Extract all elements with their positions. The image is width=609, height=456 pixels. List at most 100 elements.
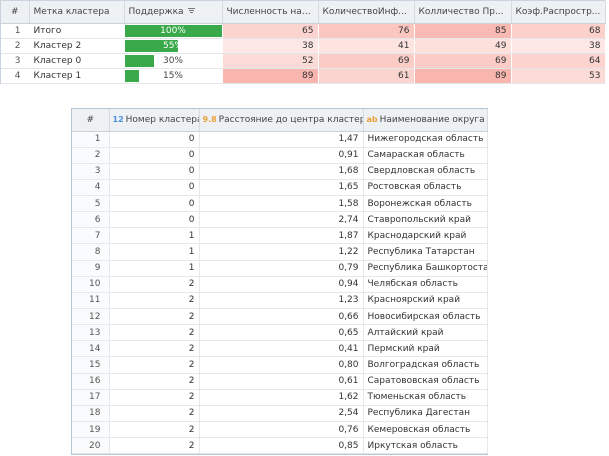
inf-count-cell[interactable]: 69 — [318, 53, 415, 69]
region-name-cell[interactable]: Иркутская область — [363, 437, 488, 455]
column-header-spread-coefficient[interactable]: Коэф.Распростр... — [511, 1, 606, 24]
cluster-number-cell[interactable]: 0 — [109, 147, 200, 164]
column-header-region[interactable]: ab Наименование округа — [363, 109, 488, 132]
cluster-number-cell[interactable]: 1 — [109, 260, 200, 277]
distance-table-row[interactable]: 9 1 0,79 Республика Башкортостан — [72, 260, 488, 277]
distance-cell[interactable]: 1,62 — [199, 389, 364, 406]
distance-table-row[interactable]: 20 2 0,85 Иркутская область — [72, 437, 488, 455]
population-cell[interactable]: 65 — [222, 23, 319, 39]
distance-table-row[interactable]: 16 2 0,61 Саратововская область — [72, 373, 488, 390]
pr-count-cell[interactable]: 49 — [414, 38, 512, 54]
region-name-cell[interactable]: Волгоградская область — [363, 356, 488, 374]
column-header-index[interactable]: # — [72, 109, 110, 132]
cluster-table-row[interactable]: 3 Кластер 0 30% 52 69 69 64 — [1, 53, 606, 69]
population-cell[interactable]: 89 — [222, 68, 319, 84]
distance-table-row[interactable]: 14 2 0,41 Пермский край — [72, 340, 488, 358]
distance-cell[interactable]: 0,65 — [199, 324, 364, 342]
region-name-cell[interactable]: Свердловская область — [363, 163, 488, 180]
cluster-label-cell[interactable]: Итого — [29, 23, 125, 39]
region-name-cell[interactable]: Челябская область — [363, 276, 488, 293]
cluster-table-row[interactable]: 1 Итого 100% 65 76 85 68 — [1, 23, 606, 39]
region-name-cell[interactable]: Республика Дагестан — [363, 405, 488, 423]
support-bar-cell[interactable]: 30% — [124, 53, 223, 69]
support-bar-cell[interactable]: 15% — [124, 68, 223, 84]
distance-cell[interactable]: 0,91 — [199, 147, 364, 164]
distance-cell[interactable]: 0,94 — [199, 276, 364, 293]
region-name-cell[interactable]: Нижегородская область — [363, 131, 488, 148]
cluster-table-row[interactable]: 4 Кластер 1 15% 89 61 89 53 — [1, 68, 606, 84]
region-name-cell[interactable]: Воронежская область — [363, 195, 488, 213]
distance-cell[interactable]: 0,61 — [199, 373, 364, 390]
distance-cell[interactable]: 2,74 — [199, 211, 364, 229]
cluster-number-cell[interactable]: 1 — [109, 227, 200, 245]
cluster-number-cell[interactable]: 0 — [109, 131, 200, 148]
support-bar-cell[interactable]: 55% — [124, 38, 223, 54]
cluster-number-cell[interactable]: 2 — [109, 276, 200, 293]
distance-table-row[interactable]: 18 2 2,54 Республика Дагестан — [72, 405, 488, 423]
sort-descending-icon[interactable] — [188, 8, 196, 14]
column-header-infection-count[interactable]: КоличествоИнф... — [318, 1, 415, 24]
cluster-label-cell[interactable]: Кластер 2 — [29, 38, 125, 54]
distance-table-row[interactable]: 6 0 2,74 Ставропольский край — [72, 211, 488, 229]
cluster-number-cell[interactable]: 1 — [109, 243, 200, 261]
distance-table-row[interactable]: 17 2 1,62 Тюменьская область — [72, 389, 488, 406]
region-name-cell[interactable]: Республика Башкортостан — [363, 260, 488, 277]
inf-count-cell[interactable]: 41 — [318, 38, 415, 54]
distance-cell[interactable]: 0,66 — [199, 308, 364, 326]
pr-count-cell[interactable]: 85 — [414, 23, 512, 39]
cluster-label-cell[interactable]: Кластер 0 — [29, 53, 125, 69]
cluster-number-cell[interactable]: 2 — [109, 373, 200, 390]
distance-table-row[interactable]: 13 2 0,65 Алтайский край — [72, 324, 488, 342]
column-header-distance[interactable]: 9.8 Расстояние до центра кластера — [199, 109, 364, 132]
region-name-cell[interactable]: Самараская область — [363, 147, 488, 164]
cluster-number-cell[interactable]: 0 — [109, 163, 200, 180]
cluster-label-cell[interactable]: Кластер 1 — [29, 68, 125, 84]
cluster-number-cell[interactable]: 0 — [109, 211, 200, 229]
spread-coef-cell[interactable]: 38 — [511, 38, 606, 54]
distance-cell[interactable]: 2,54 — [199, 405, 364, 423]
cluster-number-cell[interactable]: 0 — [109, 179, 200, 197]
support-bar-cell[interactable]: 100% — [124, 23, 223, 39]
cluster-number-cell[interactable]: 2 — [109, 421, 200, 439]
region-name-cell[interactable]: Красноярский край — [363, 292, 488, 310]
cluster-number-cell[interactable]: 2 — [109, 356, 200, 374]
spread-coef-cell[interactable]: 53 — [511, 68, 606, 84]
distance-table-row[interactable]: 1 0 1,47 Нижегородская область — [72, 131, 488, 148]
distance-table-row[interactable]: 5 0 1,58 Воронежская область — [72, 195, 488, 213]
distance-table-row[interactable]: 19 2 0,76 Кемеровская область — [72, 421, 488, 439]
distance-cell[interactable]: 1,65 — [199, 179, 364, 197]
population-cell[interactable]: 52 — [222, 53, 319, 69]
distance-cell[interactable]: 1,68 — [199, 163, 364, 180]
distance-table-row[interactable]: 15 2 0,80 Волгоградская область — [72, 356, 488, 374]
cluster-number-cell[interactable]: 2 — [109, 437, 200, 455]
region-name-cell[interactable]: Саратововская область — [363, 373, 488, 390]
region-name-cell[interactable]: Алтайский край — [363, 324, 488, 342]
distance-table-row[interactable]: 8 1 1,22 Республика Татарстан — [72, 243, 488, 261]
cluster-number-cell[interactable]: 2 — [109, 405, 200, 423]
distance-table-row[interactable]: 11 2 1,23 Красноярский край — [72, 292, 488, 310]
pr-count-cell[interactable]: 69 — [414, 53, 512, 69]
column-header-index[interactable]: # — [1, 1, 30, 24]
distance-cell[interactable]: 1,23 — [199, 292, 364, 310]
region-name-cell[interactable]: Пермский край — [363, 340, 488, 358]
region-name-cell[interactable]: Ставропольский край — [363, 211, 488, 229]
cluster-table-row[interactable]: 2 Кластер 2 55% 38 41 49 38 — [1, 38, 606, 54]
region-name-cell[interactable]: Новосибирская область — [363, 308, 488, 326]
column-header-population[interactable]: Численность нас... — [222, 1, 319, 24]
inf-count-cell[interactable]: 76 — [318, 23, 415, 39]
distance-cell[interactable]: 1,87 — [199, 227, 364, 245]
cluster-number-cell[interactable]: 2 — [109, 389, 200, 406]
distance-cell[interactable]: 0,76 — [199, 421, 364, 439]
column-header-cluster-label[interactable]: Метка кластера — [29, 1, 125, 24]
distance-cell[interactable]: 1,47 — [199, 131, 364, 148]
distance-table-row[interactable]: 4 0 1,65 Ростовская область — [72, 179, 488, 197]
distance-table-row[interactable]: 12 2 0,66 Новосибирская область — [72, 308, 488, 326]
cluster-number-cell[interactable]: 2 — [109, 292, 200, 310]
distance-cell[interactable]: 0,79 — [199, 260, 364, 277]
distance-cell[interactable]: 1,22 — [199, 243, 364, 261]
cluster-number-cell[interactable]: 2 — [109, 324, 200, 342]
spread-coef-cell[interactable]: 68 — [511, 23, 606, 39]
inf-count-cell[interactable]: 61 — [318, 68, 415, 84]
region-name-cell[interactable]: Краснодарский край — [363, 227, 488, 245]
region-name-cell[interactable]: Ростовская область — [363, 179, 488, 197]
